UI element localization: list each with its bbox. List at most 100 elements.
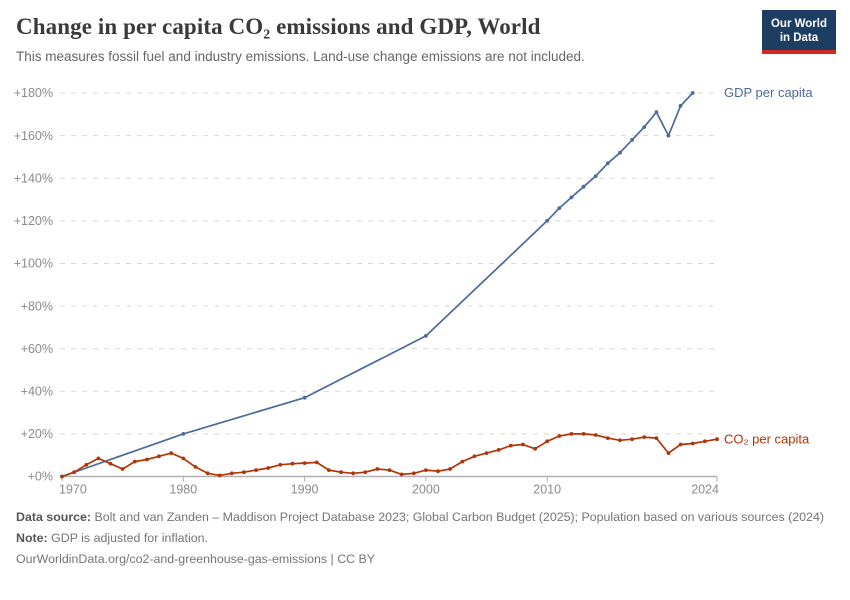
- data-point-co-per-capita: [630, 437, 634, 442]
- data-point-co-per-capita: [145, 457, 149, 462]
- data-point-co-per-capita: [132, 459, 137, 464]
- footer-url-link[interactable]: OurWorldinData.org/co2-and-greenhouse-ga…: [16, 552, 328, 566]
- data-point-co-per-capita: [157, 454, 161, 459]
- y-tick-label: +120%: [14, 214, 53, 228]
- note-text: GDP is adjusted for inflation.: [47, 531, 208, 545]
- data-point-gdp-per-capita: [593, 174, 598, 178]
- data-point-gdp-per-capita: [605, 161, 610, 166]
- x-tick-label: 2000: [412, 483, 440, 497]
- data-point-co-per-capita: [169, 451, 174, 455]
- data-point-co-per-capita: [60, 474, 64, 479]
- data-point-co-per-capita: [205, 471, 210, 476]
- chart-canvas[interactable]: +0% +20% +40% +60% +80% +100% +120% +140% +160% +…: [0, 80, 850, 500]
- data-point-co-per-capita: [581, 432, 586, 436]
- data-point-co-per-capita: [217, 473, 222, 478]
- data-point-co-per-capita: [496, 448, 501, 452]
- owid-logo-line2: in Data: [779, 32, 819, 44]
- data-point-co-per-capita: [278, 462, 283, 467]
- data-point-co-per-capita: [521, 442, 525, 447]
- data-point-co-per-capita: [545, 439, 550, 444]
- data-point-co-per-capita: [472, 454, 477, 459]
- y-tick-label: +140%: [14, 171, 53, 185]
- x-tick-label: 1990: [291, 483, 319, 497]
- data-point-gdp-per-capita: [618, 150, 622, 155]
- data-point-co-per-capita: [327, 468, 331, 472]
- data-point-co-per-capita: [424, 468, 428, 472]
- data-point-co-per-capita: [181, 456, 186, 461]
- data-point-co-per-capita: [411, 471, 416, 476]
- data-point-co-per-capita: [654, 436, 659, 440]
- data-point-co-per-capita: [339, 470, 343, 475]
- data-point-co-per-capita: [302, 461, 307, 465]
- owid-logo-line1: Our World: [770, 18, 827, 30]
- data-point-co-per-capita: [618, 438, 622, 443]
- data-point-co-per-capita: [375, 467, 380, 471]
- data-point-co-per-capita: [84, 462, 89, 467]
- data-point-co-per-capita: [642, 435, 647, 439]
- data-point-co-per-capita: [436, 469, 440, 474]
- footer-license: CC BY: [337, 552, 376, 566]
- series-label-gdp-per-capita: GDP per capita: [724, 85, 813, 100]
- data-point-gdp-per-capita: [545, 218, 550, 223]
- y-tick-label: +20%: [21, 427, 53, 441]
- citation-line: OurWorldinData.org/co2-and-greenhouse-ga…: [16, 550, 834, 568]
- data-point-co-per-capita: [666, 451, 671, 455]
- y-tick-label: +40%: [21, 384, 53, 398]
- note-label: Note:: [16, 531, 48, 545]
- y-tick-label: +80%: [21, 299, 53, 313]
- data-point-gdp-per-capita: [630, 138, 634, 142]
- data-point-gdp-per-capita: [690, 91, 695, 95]
- data-point-co-per-capita: [484, 451, 489, 455]
- data-point-gdp-per-capita: [424, 334, 428, 338]
- data-point-co-per-capita: [533, 446, 537, 451]
- data-point-gdp-per-capita: [581, 184, 586, 189]
- y-tick-label: +100%: [14, 257, 53, 271]
- x-tick-label: 1970: [59, 483, 87, 497]
- data-point-co-per-capita: [448, 467, 452, 471]
- data-point-gdp-per-capita: [678, 103, 683, 108]
- data-point-co-per-capita: [715, 437, 719, 442]
- data-point-co-per-capita: [363, 470, 368, 475]
- y-tick-label: +160%: [14, 129, 53, 143]
- data-source-line: Data source: Bolt and van Zanden – Maddi…: [16, 508, 834, 526]
- data-point-co-per-capita: [399, 472, 404, 477]
- data-source-label: Data source:: [16, 510, 92, 524]
- data-point-co-per-capita: [314, 460, 319, 465]
- data-point-co-per-capita: [557, 434, 562, 438]
- data-point-gdp-per-capita: [557, 206, 562, 210]
- data-point-co-per-capita: [229, 471, 234, 476]
- owid-logo[interactable]: Our World in Data: [761, 10, 836, 54]
- data-point-co-per-capita: [703, 439, 707, 444]
- data-point-gdp-per-capita: [654, 110, 659, 115]
- series-label-co-per-capita: CO₂ per capita: [724, 431, 810, 446]
- series-line-gdp-per-capita: [61, 92, 694, 478]
- data-point-co-per-capita: [193, 465, 198, 469]
- y-tick-label: +0%: [28, 470, 53, 484]
- data-point-gdp-per-capita: [302, 395, 307, 400]
- data-source-text: Bolt and van Zanden – Maddison Project D…: [91, 510, 824, 524]
- data-point-co-per-capita: [569, 432, 574, 436]
- data-point-gdp-per-capita: [642, 125, 647, 129]
- data-point-co-per-capita: [290, 461, 295, 466]
- x-tick-label: 2024: [691, 483, 719, 497]
- x-tick-label: 2010: [533, 483, 561, 497]
- data-point-co-per-capita: [593, 433, 598, 437]
- data-point-gdp-per-capita: [569, 195, 574, 200]
- data-point-co-per-capita: [460, 459, 465, 464]
- data-point-co-per-capita: [266, 466, 271, 470]
- data-point-co-per-capita: [96, 456, 101, 461]
- data-point-gdp-per-capita: [666, 133, 671, 138]
- chart-footer: Data source: Bolt and van Zanden – Maddi…: [16, 508, 834, 571]
- y-tick-label: +60%: [21, 342, 53, 356]
- data-point-co-per-capita: [72, 470, 76, 475]
- data-point-co-per-capita: [351, 471, 355, 476]
- data-point-co-per-capita: [690, 441, 695, 446]
- data-point-co-per-capita: [108, 461, 113, 466]
- data-point-co-per-capita: [242, 470, 246, 475]
- data-point-co-per-capita: [387, 468, 392, 472]
- data-point-gdp-per-capita: [181, 432, 186, 436]
- page-title: Change in per capita CO₂ emissions and G…: [16, 14, 541, 39]
- chart-header: Change in per capita CO₂ emissions and G…: [16, 12, 834, 65]
- note-line: Note: GDP is adjusted for inflation.: [16, 529, 834, 547]
- x-tick-label: 1980: [169, 483, 197, 497]
